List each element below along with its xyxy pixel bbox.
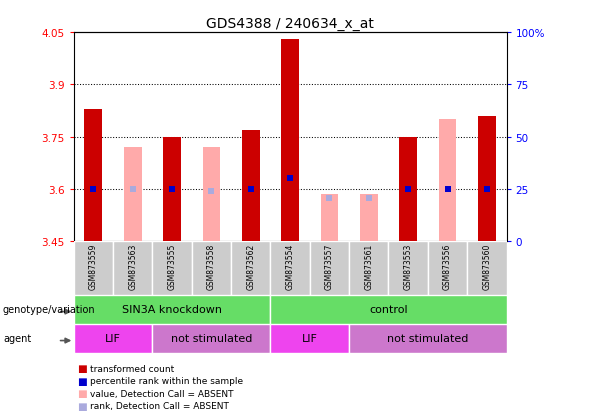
Title: GDS4388 / 240634_x_at: GDS4388 / 240634_x_at: [206, 17, 374, 31]
Bar: [389, 242, 428, 295]
Text: GSM873560: GSM873560: [482, 242, 491, 289]
Text: not stimulated: not stimulated: [171, 334, 252, 344]
Text: not stimulated: not stimulated: [387, 334, 468, 344]
Bar: [478, 116, 496, 242]
Text: SIN3A knockdown: SIN3A knockdown: [122, 305, 222, 315]
Text: rank, Detection Call = ABSENT: rank, Detection Call = ABSENT: [90, 401, 229, 410]
Bar: [349, 324, 507, 353]
Bar: [153, 242, 191, 295]
Text: GSM873558: GSM873558: [207, 243, 216, 289]
Text: ■: ■: [77, 401, 87, 411]
Text: value, Detection Call = ABSENT: value, Detection Call = ABSENT: [90, 389, 233, 398]
Bar: [203, 148, 220, 242]
Text: GSM873562: GSM873562: [246, 243, 255, 289]
Text: percentile rank within the sample: percentile rank within the sample: [90, 376, 243, 385]
Text: ■: ■: [77, 376, 87, 386]
Text: GSM873556: GSM873556: [443, 242, 452, 289]
Text: LIF: LIF: [302, 334, 317, 344]
Text: GSM873555: GSM873555: [167, 242, 177, 289]
Bar: [74, 324, 153, 353]
Text: GSM873563: GSM873563: [128, 242, 137, 289]
Text: ■: ■: [77, 388, 87, 398]
Bar: [74, 295, 270, 324]
Bar: [84, 109, 102, 242]
Text: GSM873557: GSM873557: [325, 242, 334, 289]
Text: GSM873554: GSM873554: [286, 242, 294, 289]
Text: control: control: [369, 305, 408, 315]
Bar: [153, 324, 270, 353]
Bar: [270, 242, 310, 295]
Text: ■: ■: [77, 363, 87, 373]
Text: agent: agent: [3, 333, 31, 343]
Text: genotype/variation: genotype/variation: [3, 304, 95, 314]
Bar: [360, 195, 378, 242]
Bar: [281, 40, 299, 242]
Bar: [191, 242, 231, 295]
Bar: [231, 242, 270, 295]
Bar: [467, 242, 507, 295]
Text: transformed count: transformed count: [90, 364, 174, 373]
Bar: [113, 242, 153, 295]
Bar: [270, 324, 349, 353]
Text: GSM873559: GSM873559: [89, 242, 98, 289]
Text: GSM873553: GSM873553: [403, 242, 413, 289]
Bar: [399, 138, 417, 242]
Bar: [320, 195, 338, 242]
Bar: [270, 295, 507, 324]
Bar: [74, 242, 113, 295]
Bar: [163, 138, 181, 242]
Bar: [349, 242, 389, 295]
Bar: [439, 120, 456, 242]
Bar: [310, 242, 349, 295]
Text: LIF: LIF: [105, 334, 121, 344]
Bar: [242, 131, 260, 242]
Bar: [124, 148, 141, 242]
Text: GSM873561: GSM873561: [364, 243, 373, 289]
Bar: [428, 242, 467, 295]
